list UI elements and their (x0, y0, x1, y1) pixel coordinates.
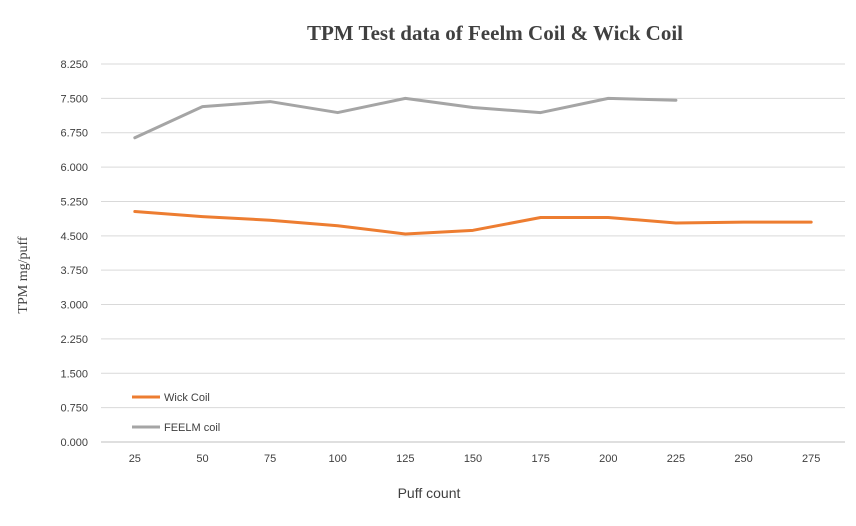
x-tick-label: 225 (667, 453, 685, 465)
y-tick-label: 3.750 (60, 265, 88, 277)
y-tick-label: 8.250 (60, 59, 88, 71)
x-tick-label: 100 (329, 453, 347, 465)
y-tick-label: 7.500 (60, 93, 88, 105)
y-tick-label: 5.250 (60, 196, 88, 208)
y-tick-label: 3.000 (60, 300, 88, 312)
series-line-2 (133, 96, 678, 140)
series-lines (133, 96, 813, 236)
y-tick-label: 2.250 (60, 334, 88, 346)
y-axis-label: TPM mg/puff (16, 236, 31, 313)
series-line-1 (133, 210, 813, 236)
y-tick-label: 6.000 (60, 162, 88, 174)
x-tick-label: 200 (599, 453, 617, 465)
x-axis-label: Puff count (398, 485, 461, 501)
x-tick-label: 150 (464, 453, 482, 465)
y-tick-label: 1.500 (60, 368, 88, 380)
legend-label: FEELM coil (164, 422, 220, 434)
legend-label: Wick Coil (164, 392, 210, 404)
x-tick-label: 50 (196, 453, 208, 465)
x-tick-label: 275 (802, 453, 820, 465)
y-axis-ticks: 0.000 0.750 1.500 2.250 3.000 3.750 4.500 5.250… (60, 59, 88, 449)
y-tick-label: 4.500 (60, 231, 88, 243)
legend: Wick Coil FEELM coil (132, 392, 220, 434)
x-axis-ticks: 25 50 75 100 125 150 175 200 225 250 275 (129, 453, 821, 465)
x-tick-label: 250 (734, 453, 752, 465)
x-tick-label: 25 (129, 453, 141, 465)
y-tick-label: 0.000 (60, 437, 88, 449)
y-tick-label: 6.750 (60, 128, 88, 140)
x-tick-label: 75 (264, 453, 276, 465)
x-tick-label: 175 (531, 453, 549, 465)
gridlines (101, 63, 845, 443)
y-tick-label: 0.750 (60, 403, 88, 415)
chart-title: TPM Test data of Feelm Coil & Wick Coil (307, 21, 683, 45)
x-tick-label: 125 (396, 453, 414, 465)
